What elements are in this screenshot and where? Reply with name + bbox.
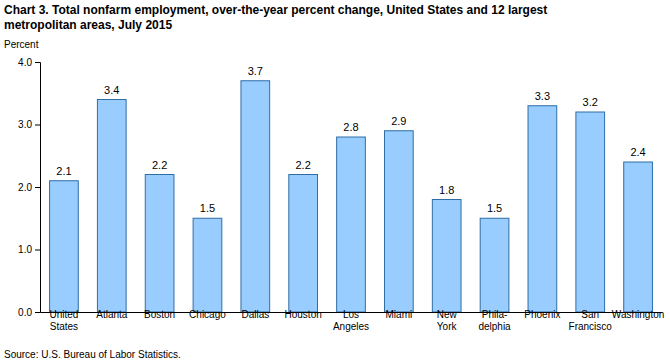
bar [145, 175, 174, 313]
x-tick: Boston [144, 309, 175, 320]
y-tick: 1.0 [18, 244, 40, 255]
x-tick: Dallas [241, 309, 269, 320]
bar [337, 137, 366, 312]
y-tick-label: 0.0 [18, 307, 32, 318]
x-tick: Chicago [189, 309, 226, 320]
x-tick-label: Houston [285, 309, 322, 320]
data-label: 1.5 [200, 202, 215, 214]
bar [624, 162, 653, 312]
bar [480, 218, 509, 312]
y-tick: 2.0 [18, 182, 40, 193]
y-axis-title: Percent [4, 39, 39, 50]
bar [432, 200, 461, 313]
x-tick: Miami [386, 309, 413, 320]
y-tick-label: 2.0 [18, 182, 32, 193]
y-tick-label: 1.0 [18, 244, 32, 255]
data-labels: 2.1 3.4 2.2 1.5 3.7 2.2 2.8 2.9 1.8 1.5 3.3 3.2 2.4 [56, 65, 645, 215]
y-tick: 0.0 [18, 307, 40, 318]
plot: 2.1 3.4 2.2 1.5 3.7 2.2 2.8 2.9 1.8 1.5 3.3 3.2 2.4 0… [18, 57, 664, 332]
y-tick-mark [35, 62, 40, 63]
bar [384, 131, 413, 312]
bar [289, 175, 318, 313]
x-tick: Houston [285, 309, 322, 320]
x-tick-label: Chicago [189, 309, 226, 320]
bar [193, 218, 222, 312]
x-tick: SanFrancisco [569, 309, 613, 332]
bar [528, 106, 557, 312]
data-label: 2.9 [391, 115, 406, 127]
x-tick-label: UnitedStates [49, 309, 78, 332]
x-tick-label: Phoenix [524, 309, 560, 320]
x-tick-label: LosAngeles [333, 309, 369, 332]
x-tick-label: Atlanta [96, 309, 128, 320]
y-tick: 4.0 [18, 57, 40, 68]
x-tick-label: SanFrancisco [569, 309, 613, 332]
y-tick-label: 4.0 [18, 57, 32, 68]
data-label: 3.7 [248, 65, 263, 77]
data-label: 2.2 [296, 159, 311, 171]
chart: Chart 3. Total nonfarm employment, over-… [0, 0, 670, 362]
bar [241, 81, 270, 312]
x-tick: Atlanta [96, 309, 128, 320]
x-tick-label: NewYork [437, 309, 458, 332]
bar [97, 100, 126, 313]
y-tick: 3.0 [18, 119, 40, 130]
data-label: 2.1 [56, 165, 71, 177]
x-tick: Phila-delphia [478, 309, 511, 332]
title: Chart 3. Total nonfarm employment, over-… [4, 3, 547, 32]
x-tick: Washington [612, 309, 664, 320]
bars [50, 81, 653, 312]
data-label: 3.3 [535, 90, 550, 102]
data-label: 2.2 [152, 159, 167, 171]
source-note: Source: U.S. Bureau of Labor Statistics. [4, 349, 181, 360]
data-label: 1.5 [487, 202, 502, 214]
data-label: 2.8 [343, 121, 358, 133]
y-tick-label: 3.0 [18, 119, 32, 130]
bar [50, 181, 79, 312]
x-tick-label: Boston [144, 309, 175, 320]
x-tick-label: Dallas [241, 309, 269, 320]
x-tick-label: Miami [386, 309, 413, 320]
y-tick-mark [35, 125, 40, 126]
x-tick-label: Phila-delphia [478, 309, 511, 332]
data-label: 3.4 [104, 84, 119, 96]
x-tick: Phoenix [524, 309, 560, 320]
x-tick: LosAngeles [333, 309, 369, 332]
data-label: 2.4 [630, 146, 645, 158]
bar [576, 112, 605, 312]
x-tick-label: Washington [612, 309, 664, 320]
y-axis: 0.0 1.0 2.0 3.0 4.0 [18, 57, 40, 318]
y-tick-mark [35, 187, 40, 188]
x-tick: NewYork [437, 309, 458, 332]
x-axis: UnitedStates Atlanta Boston Chicago Dallas Ho… [41, 309, 665, 332]
data-label: 1.8 [439, 184, 454, 196]
x-tick: UnitedStates [49, 309, 78, 332]
data-label: 3.2 [583, 96, 598, 108]
y-axis-line [35, 63, 41, 313]
y-tick-mark [35, 312, 40, 313]
y-tick-mark [35, 250, 40, 251]
